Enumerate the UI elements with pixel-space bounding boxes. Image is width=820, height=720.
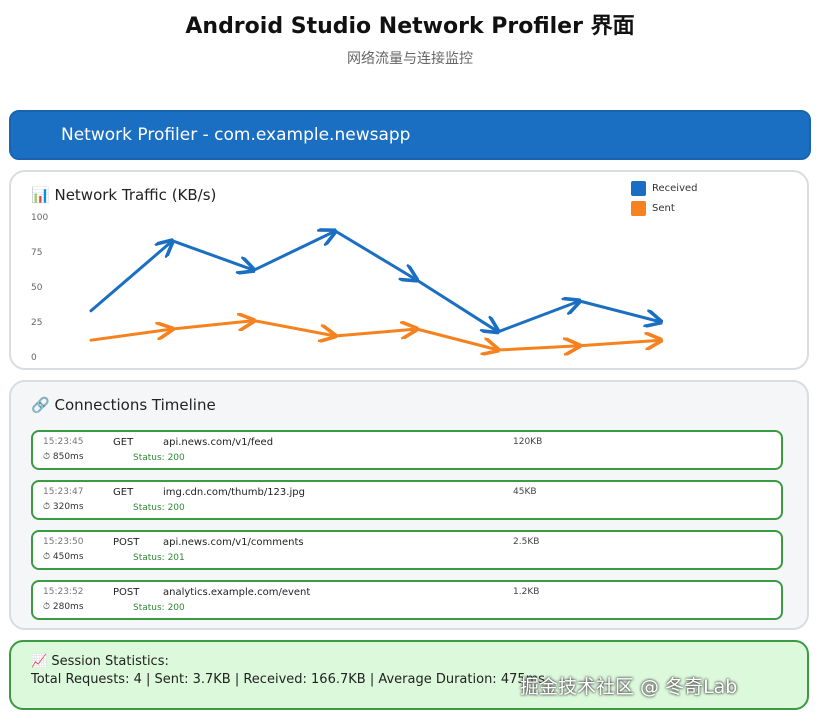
series-received-segment-6 bbox=[578, 299, 661, 322]
profiler-header: Network Profiler - com.example.newsapp bbox=[9, 110, 811, 160]
series-received-segment-4 bbox=[415, 278, 498, 332]
series-received-segment-1 bbox=[170, 239, 253, 270]
legend-item-sent: Sent bbox=[631, 198, 698, 218]
y-tick-label-2: 50 bbox=[31, 283, 43, 293]
timeline-panel: 🔗 Connections Timeline 15:23:45 GET api.ne… bbox=[9, 380, 809, 630]
watermark: 掘金技术社区 @ 冬奇Lab bbox=[520, 676, 738, 698]
bar-chart-icon: 📊 bbox=[31, 186, 50, 204]
connection-method: POST bbox=[113, 537, 140, 548]
connection-time: 15:23:45 bbox=[43, 437, 84, 447]
series-sent-segment-6 bbox=[578, 340, 661, 346]
connection-time: 15:23:52 bbox=[43, 587, 84, 597]
connection-url: analytics.example.com/event bbox=[163, 587, 311, 598]
connection-time: 15:23:47 bbox=[43, 487, 84, 497]
series-received-segment-3 bbox=[333, 229, 416, 280]
timeline-panel-title: 🔗 Connections Timeline bbox=[31, 396, 216, 414]
profiler-header-title: Network Profiler - com.example.newsapp bbox=[61, 125, 411, 145]
connection-method: GET bbox=[113, 437, 134, 448]
y-tick-label-1: 25 bbox=[31, 318, 42, 328]
connection-row[interactable]: 15:23:50 POST api.news.com/v1/comments 2.5K… bbox=[31, 530, 783, 570]
connection-row[interactable]: 15:23:52 POST analytics.example.com/event 1… bbox=[31, 580, 783, 620]
chart-legend: Received Sent bbox=[631, 178, 698, 218]
legend-label-received: Received bbox=[652, 182, 698, 194]
connection-size: 2.5KB bbox=[513, 537, 540, 547]
page-title: Android Studio Network Profiler 界面 bbox=[185, 14, 635, 39]
y-tick-label-3: 75 bbox=[31, 248, 42, 258]
legend-swatch-sent bbox=[631, 200, 646, 216]
connection-size: 120KB bbox=[513, 437, 543, 447]
connection-time: 15:23:50 bbox=[43, 537, 84, 547]
connection-method: POST bbox=[113, 587, 140, 598]
connection-size: 45KB bbox=[513, 487, 537, 497]
connection-url: api.news.com/v1/feed bbox=[163, 437, 274, 448]
timeline-title-text: Connections Timeline bbox=[54, 396, 216, 414]
series-received-segment-2 bbox=[252, 231, 335, 272]
series-sent-segment-2 bbox=[252, 319, 335, 336]
connection-duration: ⏱ 320ms bbox=[43, 502, 84, 512]
link-icon: 🔗 bbox=[31, 396, 50, 414]
series-sent-segment-4 bbox=[415, 327, 498, 350]
legend-swatch-received bbox=[631, 180, 646, 196]
legend-item-received: Received bbox=[631, 178, 698, 198]
connection-status: Status: 201 bbox=[133, 553, 185, 563]
connection-status: Status: 200 bbox=[133, 503, 185, 513]
page-subtitle: 网络流量与连接监控 bbox=[347, 51, 473, 67]
connection-url: img.cdn.com/thumb/123.jpg bbox=[163, 487, 305, 498]
connection-url: api.news.com/v1/comments bbox=[163, 537, 304, 548]
traffic-panel: 📊 Network Traffic (KB/s) 0 25 50 75 100 Rece… bbox=[9, 170, 809, 370]
connection-method: GET bbox=[113, 487, 134, 498]
y-tick-label-4: 100 bbox=[31, 213, 48, 223]
connection-status: Status: 200 bbox=[133, 603, 185, 613]
connection-row[interactable]: 15:23:47 GET img.cdn.com/thumb/123.jpg 45KB… bbox=[31, 480, 783, 520]
connection-duration: ⏱ 450ms bbox=[43, 552, 84, 562]
connection-size: 1.2KB bbox=[513, 587, 540, 597]
session-stats-panel: 📈 Session Statistics: Total Requests: 4 … bbox=[9, 640, 809, 710]
traffic-panel-title: 📊 Network Traffic (KB/s) bbox=[31, 186, 216, 204]
connection-status: Status: 200 bbox=[133, 453, 185, 463]
traffic-title-text: Network Traffic (KB/s) bbox=[54, 186, 217, 204]
series-sent-segment-0 bbox=[89, 329, 172, 342]
connection-row[interactable]: 15:23:45 GET api.news.com/v1/feed 120KB ⏱ 85… bbox=[31, 430, 783, 470]
series-sent-segment-1 bbox=[170, 321, 253, 329]
series-received-segment-5 bbox=[496, 301, 579, 334]
traffic-chart: 0 25 50 75 100 bbox=[31, 213, 811, 363]
connection-duration: ⏱ 280ms bbox=[43, 602, 84, 612]
connection-duration: ⏱ 850ms bbox=[43, 452, 84, 462]
series-sent-segment-5 bbox=[496, 346, 579, 350]
series-received-segment-0 bbox=[89, 241, 172, 313]
y-tick-label-0: 0 bbox=[31, 353, 37, 363]
series-sent-segment-3 bbox=[333, 329, 416, 336]
session-stats-title: 📈 Session Statistics: bbox=[31, 654, 169, 669]
legend-label-sent: Sent bbox=[652, 202, 675, 214]
session-stats-summary: Total Requests: 4 | Sent: 3.7KB | Receiv… bbox=[31, 672, 546, 687]
